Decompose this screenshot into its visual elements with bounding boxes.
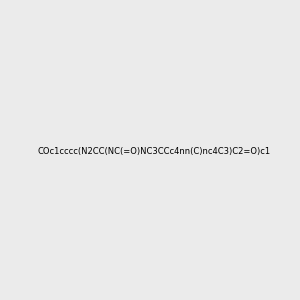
Text: COc1cccc(N2CC(NC(=O)NC3CCc4nn(C)nc4C3)C2=O)c1: COc1cccc(N2CC(NC(=O)NC3CCc4nn(C)nc4C3)C2… bbox=[37, 147, 270, 156]
